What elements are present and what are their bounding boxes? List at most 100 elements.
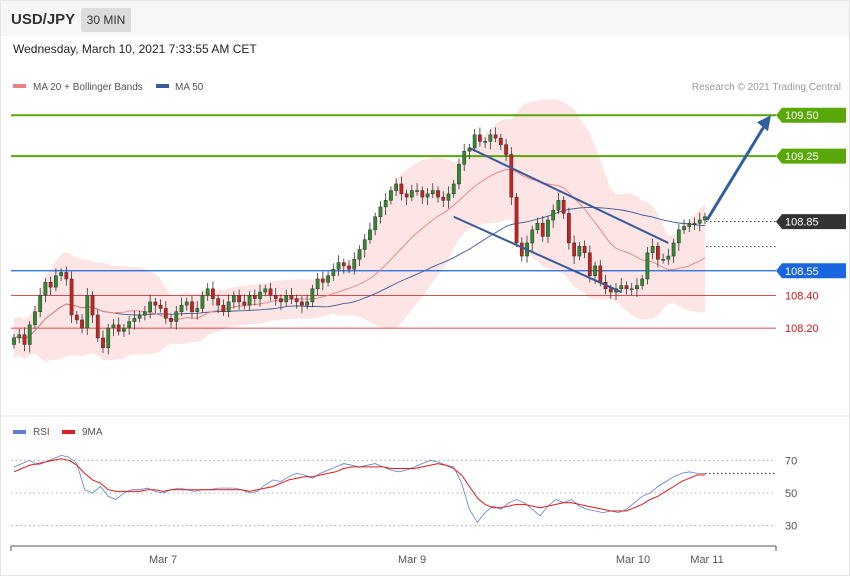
candle <box>493 127 498 143</box>
candle <box>561 196 566 219</box>
candle-body-down <box>540 223 545 237</box>
candle-body-up <box>352 259 357 270</box>
legend-ma50-label: MA 50 <box>175 82 204 93</box>
candle <box>80 314 84 334</box>
candle <box>242 294 247 310</box>
candle <box>409 184 414 202</box>
legend-rsi-swatch <box>13 430 26 434</box>
candle <box>305 294 310 310</box>
candle-body-up <box>409 190 414 198</box>
candle-body-down <box>567 213 571 244</box>
candle-body-up <box>226 301 231 312</box>
candle <box>163 301 168 324</box>
rsi-tick-label: 70 <box>785 455 797 467</box>
candle-body-up <box>488 134 493 142</box>
candle <box>158 299 163 313</box>
candle <box>567 207 571 250</box>
candle <box>577 242 582 261</box>
candle-body-up <box>483 141 488 143</box>
candle <box>572 235 577 265</box>
research-credit: Research © 2021 Trading Central <box>692 82 841 93</box>
candle-body-up <box>59 272 63 276</box>
candle <box>436 186 440 203</box>
candle-body-up <box>258 291 262 299</box>
candle <box>237 289 241 310</box>
pivot-level-tag <box>776 263 846 279</box>
candle-body-up <box>430 190 435 195</box>
candle-body-up <box>457 164 461 185</box>
time-tick-label: Mar 7 <box>149 554 177 566</box>
candle-body-up <box>315 278 320 290</box>
candle <box>687 219 692 232</box>
candle <box>273 287 278 306</box>
candle <box>624 281 629 295</box>
candle <box>284 289 289 306</box>
candle-body-up <box>635 285 639 290</box>
candle-body-up <box>394 183 399 191</box>
candle <box>127 315 132 335</box>
candle <box>17 328 22 344</box>
candle-body-down <box>320 278 325 283</box>
candle-body-down <box>478 134 482 142</box>
candle <box>247 291 252 311</box>
candle <box>258 284 262 307</box>
candle-body-down <box>608 288 613 293</box>
candle <box>101 330 105 354</box>
candle <box>692 217 697 231</box>
candle-body-up <box>462 150 467 165</box>
candle <box>472 129 477 153</box>
target-level-tag <box>776 107 846 123</box>
candle-body-down <box>624 285 629 290</box>
candle <box>676 224 681 251</box>
candle-body-down <box>514 196 519 244</box>
candle <box>111 319 116 337</box>
candle <box>179 297 184 316</box>
candle-body-down <box>498 137 503 145</box>
candle-body-up <box>137 314 142 319</box>
candle-body-down <box>656 245 660 260</box>
candle-body-up <box>368 229 372 240</box>
candle <box>263 284 268 297</box>
candle-body-up <box>38 295 43 312</box>
candle-body-up <box>446 193 451 201</box>
candle-body-up <box>577 245 582 257</box>
candle-body-down <box>519 242 524 257</box>
candle <box>556 192 561 215</box>
candle-body-up <box>357 249 362 260</box>
candle <box>425 188 430 206</box>
chart-header: USD/JPY 30 MIN <box>1 1 849 36</box>
candle <box>650 238 655 260</box>
candle <box>504 138 508 162</box>
candle-body-up <box>671 242 676 257</box>
candle-body-down <box>341 262 346 267</box>
candle-body-down <box>294 298 299 303</box>
candle-body-up <box>593 265 597 276</box>
candle-body-up <box>284 295 289 303</box>
support-level-label: 108.40 <box>785 290 819 302</box>
candle <box>357 245 362 267</box>
candle <box>48 276 53 296</box>
candle <box>12 333 16 349</box>
candle <box>142 305 147 321</box>
candle-body-down <box>509 154 514 198</box>
candle <box>587 245 592 283</box>
candle-body-up <box>195 308 200 312</box>
candle-body-up <box>425 193 430 198</box>
timeframe-button[interactable]: 30 MIN <box>81 8 131 32</box>
candle <box>43 278 48 303</box>
candle <box>331 263 336 282</box>
candle <box>22 327 27 352</box>
candle <box>279 294 283 310</box>
candle-body-up <box>111 324 116 329</box>
candle-body-up <box>200 295 205 309</box>
candle <box>211 281 215 306</box>
candle-body-down <box>273 295 278 299</box>
candle <box>190 296 194 319</box>
candle <box>268 283 273 301</box>
candle-body-up <box>127 321 132 329</box>
candle-body-up <box>629 288 634 291</box>
candle-body-up <box>415 190 419 192</box>
candle-body-down <box>572 242 577 257</box>
legend-9ma-swatch <box>62 430 75 434</box>
legend-9ma-label: 9MA <box>82 427 103 438</box>
